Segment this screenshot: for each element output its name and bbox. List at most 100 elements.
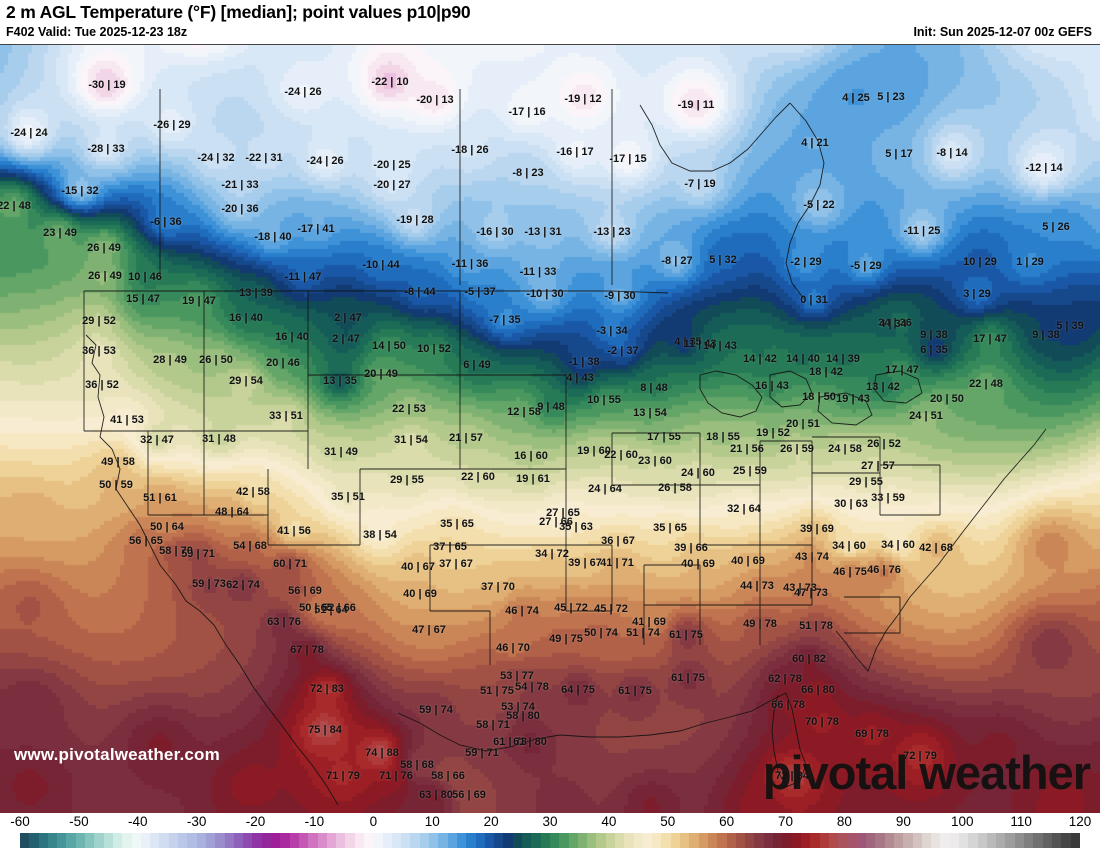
point-value-label: 35 | 63: [559, 521, 593, 533]
point-value-label: 26 | 50: [199, 354, 233, 366]
colorbar-swatch: [838, 833, 848, 848]
colorbar-tick-label: 110: [1010, 814, 1032, 829]
colorbar-tick-label: 100: [950, 814, 974, 829]
point-value-label: -28 | 33: [87, 143, 125, 155]
point-value-label: -8 | 27: [661, 255, 693, 267]
colorbar-swatch: [615, 833, 625, 848]
colorbar-swatch: [726, 833, 736, 848]
colorbar-swatch: [1070, 833, 1080, 848]
point-value-label: 15 | 47: [126, 293, 160, 305]
colorbar-swatch: [484, 833, 495, 848]
point-value-label: 21 | 56: [730, 443, 764, 455]
temperature-map[interactable]: -30 | 19 -24 | 24 -28 | 33 -26 | 29 -24 | 32…: [0, 44, 1100, 814]
point-value-label: 39 | 66: [674, 542, 708, 554]
colorbar-swatch: [271, 833, 281, 848]
colorbar-swatch: [782, 833, 792, 848]
point-value-label: 36 | 53: [82, 345, 116, 357]
point-value-label: -13 | 31: [524, 226, 562, 238]
point-value-label: -18 | 40: [254, 231, 292, 243]
point-value-label: 4 | 34: [879, 318, 907, 330]
point-value-label: 39 | 69: [800, 523, 834, 535]
map-border-path: [817, 392, 873, 426]
colorbar-swatch: [698, 833, 708, 848]
point-value-label: 0 | 31: [800, 294, 828, 306]
colorbar-swatch: [689, 833, 699, 848]
point-value-label: -2 | 29: [790, 256, 822, 268]
point-value-label: 1 | 29: [1016, 256, 1044, 268]
point-value-label: 32 | 47: [140, 434, 174, 446]
colorbar-swatch: [596, 833, 606, 848]
point-value-label: 14 | 43: [703, 340, 737, 352]
colorbar-swatch: [800, 833, 811, 848]
colorbar-swatch: [85, 833, 95, 848]
point-value-label: -8 | 23: [512, 167, 544, 179]
colorbar-tick-label: 70: [778, 814, 794, 829]
point-value-label: -20 | 27: [373, 179, 411, 191]
point-value-label: -21 | 33: [221, 179, 259, 191]
colorbar-tick-label: 40: [601, 814, 617, 829]
colorbar-swatch: [866, 833, 876, 848]
point-value-label: 32 | 64: [727, 503, 761, 515]
point-value-label: -11 | 36: [451, 258, 489, 270]
point-value-label: -24 | 32: [197, 152, 235, 164]
point-value-label: 5 | 32: [709, 254, 737, 266]
colorbar-tick-label: -50: [69, 814, 89, 829]
point-value-label: -1 | 38: [568, 356, 600, 368]
point-value-label: -24 | 26: [284, 86, 322, 98]
point-value-label: 53 | 77: [500, 670, 534, 682]
point-value-label: 10 | 52: [417, 343, 451, 355]
colorbar-swatch: [20, 833, 30, 848]
point-value-label: 5 | 23: [877, 91, 905, 103]
point-value-label: 63 | 76: [267, 616, 301, 628]
colorbar-swatch: [503, 833, 513, 848]
colorbar-swatch: [735, 833, 746, 848]
colorbar-tick-label: 60: [719, 814, 735, 829]
colorbar-swatch: [252, 833, 262, 848]
point-value-label: 35 | 65: [653, 522, 687, 534]
point-value-label: -7 | 35: [489, 314, 521, 326]
point-value-label: 56 | 69: [452, 789, 486, 801]
colorbar-swatch: [205, 833, 216, 848]
point-value-label: 9 | 38: [1032, 329, 1060, 341]
colorbar-swatch: [884, 833, 894, 848]
point-value-label: 49 | 78: [743, 618, 777, 630]
point-value-label: 27 | 65: [546, 507, 580, 519]
map-border-path: [699, 370, 763, 418]
point-value-label: -11 | 25: [903, 225, 941, 237]
temperature-field: [0, 45, 1100, 813]
point-value-label: 2 | 47: [332, 333, 360, 345]
colorbar-swatch: [577, 833, 588, 848]
point-value-label: -8 | 44: [404, 286, 436, 298]
point-value-label: 29 | 55: [849, 476, 883, 488]
point-value-label: 42 | 68: [919, 542, 953, 554]
colorbar-swatch: [931, 833, 941, 848]
colorbar-swatch: [261, 833, 272, 848]
point-value-label: -11 | 33: [519, 266, 557, 278]
colorbar-tick-label: 80: [836, 814, 852, 829]
point-value-label: 59 | 73: [192, 578, 226, 590]
colorbar-swatch: [875, 833, 885, 848]
colorbar-swatch: [373, 833, 383, 848]
point-value-label: 40 | 69: [731, 555, 765, 567]
colorbar-swatch: [949, 833, 959, 848]
colorbar-swatch: [1042, 833, 1052, 848]
colorbar-swatch: [178, 833, 188, 848]
point-value-label: 40 | 67: [401, 561, 435, 573]
point-value-label: -10 | 30: [526, 288, 564, 300]
point-value-label: -20 | 13: [416, 94, 454, 106]
point-value-label: 51 | 64: [314, 604, 348, 616]
colorbar-swatch: [531, 833, 541, 848]
colorbar-swatch: [745, 833, 755, 848]
point-value-label: 61 | 75: [671, 672, 705, 684]
colorbar-swatch: [75, 833, 86, 848]
point-value-label: 9 | 48: [537, 401, 565, 413]
point-value-label: -7 | 19: [684, 178, 716, 190]
point-value-label: 5 | 26: [1042, 221, 1070, 233]
point-value-label: 16 | 43: [755, 380, 789, 392]
point-value-label: -26 | 29: [153, 119, 191, 131]
point-value-label: 14 | 40: [786, 353, 820, 365]
point-value-label: 25 | 59: [733, 465, 767, 477]
point-value-label: 48 | 64: [215, 506, 249, 518]
point-value-label: 13 | 35: [323, 375, 357, 387]
colorbar-swatch: [326, 833, 337, 848]
